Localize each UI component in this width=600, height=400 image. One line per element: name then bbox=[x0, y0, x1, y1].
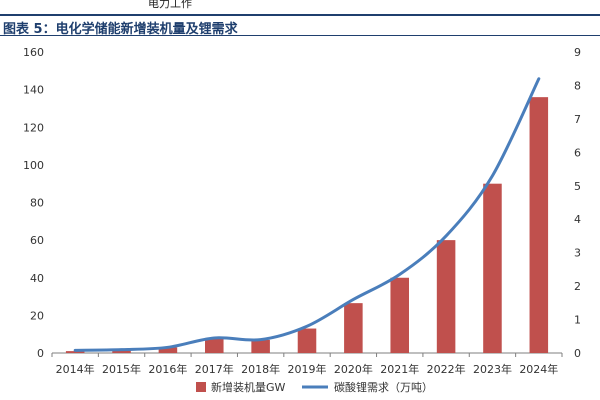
x-tick-label: 2020年 bbox=[334, 362, 373, 376]
bar bbox=[205, 337, 224, 353]
legend-swatch-bar bbox=[196, 382, 206, 392]
x-tick-label: 2022年 bbox=[427, 362, 466, 376]
y-right-tick-label: 6 bbox=[574, 146, 581, 159]
top-strip: 电力工作 bbox=[0, 0, 600, 13]
chart-title: 图表 5：电化学储能新增装机量及锂需求 bbox=[3, 22, 238, 37]
y-left-tick-label: 160 bbox=[23, 46, 44, 59]
x-tick-label: 2017年 bbox=[195, 362, 234, 376]
bar bbox=[251, 339, 270, 353]
y-left-tick-label: 0 bbox=[37, 347, 44, 360]
y-right-tick-label: 2 bbox=[574, 280, 581, 293]
y-right-tick-label: 8 bbox=[574, 79, 581, 92]
x-tick-label: 2023年 bbox=[473, 362, 512, 376]
x-axis-labels: 2014年 2015年 2016年 2017年 2018年 2019年 2020年 2021年… bbox=[56, 362, 559, 376]
y-left-tick-label: 80 bbox=[30, 197, 44, 210]
y-right-tick-label: 5 bbox=[574, 180, 581, 193]
y-right-tick-label: 7 bbox=[574, 113, 581, 126]
x-tick-label: 2021年 bbox=[380, 362, 419, 376]
x-tick-label: 2015年 bbox=[102, 362, 141, 376]
y-left-tick-label: 100 bbox=[23, 159, 44, 172]
x-tick-label: 2016年 bbox=[148, 362, 187, 376]
y-left-tick-label: 20 bbox=[30, 309, 44, 322]
y-left-tick-label: 120 bbox=[23, 121, 44, 134]
y-right-tick-label: 3 bbox=[574, 247, 581, 260]
header-fragment: 电力工作 bbox=[148, 0, 192, 10]
bar bbox=[112, 350, 131, 353]
legend: 新增装机量GW 碳酸锂需求（万吨） bbox=[196, 380, 433, 394]
bar bbox=[158, 347, 178, 353]
bar bbox=[529, 97, 549, 354]
x-tick-label: 2019年 bbox=[288, 362, 327, 376]
legend-label-bar: 新增装机量GW bbox=[211, 380, 286, 394]
title-bar: 图表 5：电化学储能新增装机量及锂需求 bbox=[0, 14, 600, 37]
x-tick-label: 2018年 bbox=[241, 362, 280, 376]
line-path bbox=[73, 77, 541, 352]
y-left-tick-label: 60 bbox=[30, 234, 44, 247]
y-right-tick-label: 1 bbox=[574, 314, 581, 327]
x-tick-label: 2014年 bbox=[56, 362, 95, 376]
x-tick-label: 2024年 bbox=[519, 362, 558, 376]
y-right-tick-label: 0 bbox=[574, 347, 581, 360]
y-right-tick-label: 9 bbox=[574, 46, 581, 59]
line-series bbox=[73, 77, 541, 352]
bar bbox=[436, 240, 456, 353]
legend-label-line: 碳酸锂需求（万吨） bbox=[334, 380, 433, 394]
y-left-tick-label: 140 bbox=[23, 84, 44, 97]
bar bbox=[65, 351, 85, 353]
y-right-tick-label: 4 bbox=[574, 213, 581, 226]
bar-series bbox=[65, 97, 549, 354]
bar bbox=[344, 303, 363, 353]
chart-axes: 0 20 40 60 80 100 120 140 160 0 1 2 3 4 5 6 7 8 9 bbox=[23, 46, 581, 360]
y-left-tick-label: 40 bbox=[30, 272, 44, 285]
bar bbox=[483, 183, 502, 353]
bar bbox=[390, 277, 409, 353]
bar bbox=[297, 328, 317, 353]
